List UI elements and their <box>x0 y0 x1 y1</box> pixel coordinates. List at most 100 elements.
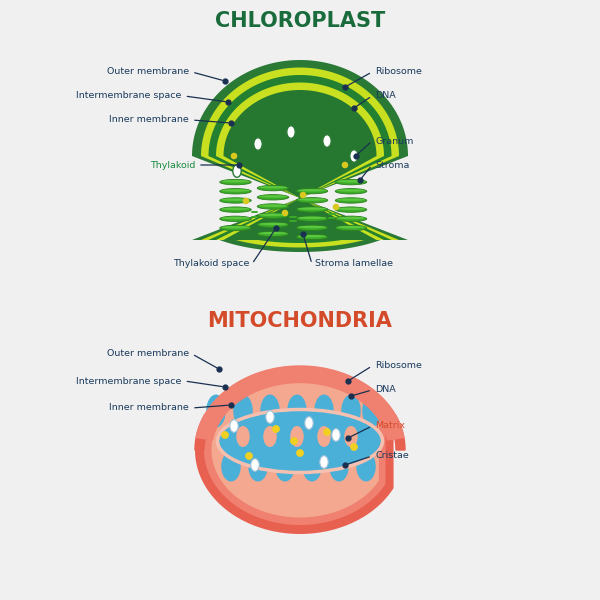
Ellipse shape <box>298 217 326 219</box>
Circle shape <box>242 197 250 204</box>
Polygon shape <box>212 383 379 517</box>
Text: Ribosome: Ribosome <box>375 67 422 76</box>
Ellipse shape <box>362 395 382 427</box>
Ellipse shape <box>221 189 250 191</box>
Ellipse shape <box>337 189 365 191</box>
Ellipse shape <box>259 214 287 216</box>
Ellipse shape <box>221 199 250 201</box>
Ellipse shape <box>298 235 326 238</box>
Polygon shape <box>195 415 213 450</box>
Circle shape <box>350 443 358 451</box>
Ellipse shape <box>221 208 250 210</box>
Ellipse shape <box>320 456 328 468</box>
Ellipse shape <box>350 149 358 162</box>
Polygon shape <box>204 375 386 525</box>
Ellipse shape <box>329 451 349 481</box>
Circle shape <box>332 203 340 210</box>
Ellipse shape <box>323 134 331 147</box>
Ellipse shape <box>296 188 328 194</box>
Ellipse shape <box>335 179 367 185</box>
Ellipse shape <box>248 451 268 481</box>
Text: Granum: Granum <box>375 136 413 145</box>
Polygon shape <box>387 415 405 450</box>
Ellipse shape <box>236 426 250 447</box>
Ellipse shape <box>254 137 262 150</box>
Polygon shape <box>223 90 377 240</box>
Ellipse shape <box>230 420 238 432</box>
Ellipse shape <box>257 194 289 200</box>
Polygon shape <box>216 83 384 240</box>
Ellipse shape <box>221 226 250 229</box>
Ellipse shape <box>296 216 328 221</box>
Ellipse shape <box>296 207 328 212</box>
Ellipse shape <box>266 410 274 424</box>
Ellipse shape <box>296 225 328 230</box>
Ellipse shape <box>337 208 365 210</box>
Text: Thylakoid space: Thylakoid space <box>173 259 249 269</box>
Ellipse shape <box>335 188 367 194</box>
Ellipse shape <box>259 205 287 207</box>
Ellipse shape <box>220 216 251 221</box>
Text: Ribosome: Ribosome <box>375 361 422 370</box>
Ellipse shape <box>335 198 367 203</box>
Circle shape <box>296 449 304 457</box>
Text: Matrix: Matrix <box>375 421 405 431</box>
Ellipse shape <box>206 395 226 427</box>
Ellipse shape <box>259 195 287 197</box>
Ellipse shape <box>259 232 287 235</box>
Polygon shape <box>196 366 404 440</box>
Ellipse shape <box>298 189 326 191</box>
Text: DNA: DNA <box>375 385 396 395</box>
Text: Inner membrane: Inner membrane <box>109 403 189 413</box>
Ellipse shape <box>219 411 381 471</box>
Circle shape <box>221 431 229 439</box>
Ellipse shape <box>337 199 365 201</box>
Circle shape <box>282 209 289 216</box>
Ellipse shape <box>298 198 326 200</box>
Circle shape <box>245 452 253 460</box>
Text: Stroma lamellae: Stroma lamellae <box>315 259 393 269</box>
Polygon shape <box>192 60 408 240</box>
Ellipse shape <box>337 226 365 229</box>
Ellipse shape <box>341 395 361 427</box>
Ellipse shape <box>220 198 251 203</box>
Text: Thylakoid: Thylakoid <box>149 160 195 169</box>
Ellipse shape <box>344 426 358 447</box>
Ellipse shape <box>257 222 289 227</box>
Ellipse shape <box>259 223 287 225</box>
Text: CHLOROPLAST: CHLOROPLAST <box>215 11 385 31</box>
Ellipse shape <box>317 426 331 447</box>
Ellipse shape <box>260 395 280 427</box>
Text: Outer membrane: Outer membrane <box>107 67 189 76</box>
Ellipse shape <box>221 217 250 219</box>
Ellipse shape <box>296 197 328 203</box>
Text: MITOCHONDRIA: MITOCHONDRIA <box>208 311 392 331</box>
Ellipse shape <box>335 207 367 212</box>
Text: Outer membrane: Outer membrane <box>107 349 189 359</box>
Ellipse shape <box>296 234 328 239</box>
Text: Stroma: Stroma <box>375 160 409 169</box>
Ellipse shape <box>332 428 340 442</box>
Ellipse shape <box>259 186 287 188</box>
Ellipse shape <box>220 207 251 212</box>
Ellipse shape <box>257 185 289 191</box>
Polygon shape <box>259 240 341 243</box>
Circle shape <box>300 191 307 198</box>
Ellipse shape <box>220 188 251 194</box>
Ellipse shape <box>335 216 367 221</box>
Ellipse shape <box>287 125 295 138</box>
Ellipse shape <box>335 225 367 230</box>
Circle shape <box>290 437 298 445</box>
Polygon shape <box>209 75 392 240</box>
Ellipse shape <box>305 416 313 430</box>
Ellipse shape <box>302 451 322 481</box>
Circle shape <box>323 428 331 436</box>
Ellipse shape <box>314 395 334 427</box>
Text: Intermembrane space: Intermembrane space <box>76 377 182 385</box>
Text: Cristae: Cristae <box>375 451 409 461</box>
Ellipse shape <box>233 164 241 178</box>
Ellipse shape <box>356 451 376 481</box>
Ellipse shape <box>298 226 326 228</box>
Circle shape <box>272 425 280 433</box>
Ellipse shape <box>220 225 251 230</box>
